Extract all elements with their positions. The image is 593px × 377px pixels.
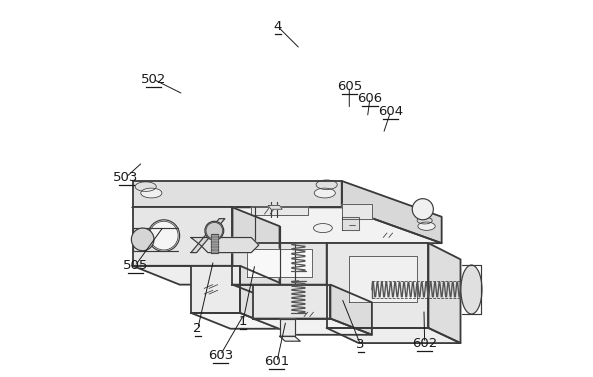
Polygon shape [247, 249, 311, 277]
Ellipse shape [412, 199, 433, 220]
Polygon shape [191, 266, 240, 313]
Polygon shape [253, 285, 330, 319]
Polygon shape [132, 207, 442, 243]
Polygon shape [342, 204, 372, 219]
Polygon shape [268, 205, 282, 209]
Text: 603: 603 [208, 349, 233, 362]
Polygon shape [279, 319, 295, 336]
Text: 601: 601 [264, 356, 289, 368]
Polygon shape [342, 217, 359, 230]
Ellipse shape [205, 221, 224, 240]
Text: 606: 606 [358, 92, 382, 104]
Ellipse shape [132, 228, 154, 251]
Polygon shape [191, 219, 225, 253]
Polygon shape [342, 181, 442, 243]
Polygon shape [232, 207, 279, 285]
Ellipse shape [314, 188, 335, 198]
Polygon shape [253, 319, 372, 335]
Polygon shape [191, 313, 279, 329]
Polygon shape [232, 285, 372, 302]
Polygon shape [327, 243, 429, 328]
Polygon shape [232, 243, 327, 285]
Text: 1: 1 [239, 315, 247, 328]
Text: 604: 604 [378, 105, 403, 118]
Text: 2: 2 [193, 322, 202, 335]
Text: 4: 4 [273, 20, 282, 33]
Text: 602: 602 [412, 337, 437, 349]
Ellipse shape [141, 188, 162, 198]
Text: 505: 505 [123, 259, 148, 272]
Ellipse shape [418, 222, 435, 230]
Polygon shape [279, 336, 300, 341]
Polygon shape [132, 207, 232, 266]
Polygon shape [327, 328, 461, 343]
Polygon shape [132, 266, 279, 285]
Polygon shape [211, 234, 218, 253]
Ellipse shape [461, 265, 482, 314]
Text: 502: 502 [141, 73, 166, 86]
Polygon shape [191, 238, 259, 253]
Text: 605: 605 [337, 80, 362, 93]
Polygon shape [251, 207, 308, 215]
Polygon shape [240, 266, 279, 329]
Text: 3: 3 [356, 339, 365, 351]
Polygon shape [132, 181, 342, 207]
Ellipse shape [314, 224, 332, 233]
Ellipse shape [148, 220, 180, 251]
Polygon shape [429, 243, 461, 343]
Polygon shape [349, 256, 417, 302]
Polygon shape [327, 243, 372, 302]
Polygon shape [330, 285, 372, 335]
Text: 503: 503 [113, 171, 139, 184]
